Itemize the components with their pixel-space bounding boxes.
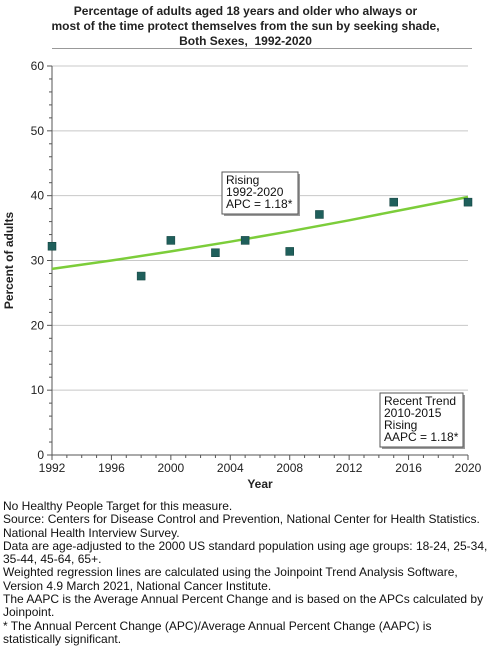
y-tick-label: 60 [31,59,45,73]
footnotes: No Healthy People Target for this measur… [3,499,489,646]
data-point [166,236,176,245]
chart-title: Percentage of adults aged 18 years and o… [0,4,491,49]
x-tick-label: 2008 [276,461,303,475]
footnote-significance: * The Annual Percent Change (APC)/Averag… [3,618,432,646]
annotation-recent-box [379,392,464,448]
y-tick-label: 0 [37,448,44,462]
x-axis-label: Year [247,477,273,491]
annotation-recent-text: AAPC = 1.18* [384,430,459,444]
annotation-recent-text: Rising [384,418,417,432]
footnote-target: No Healthy People Target for this measur… [3,499,233,513]
annotation-recent-text: 2010-2015 [384,406,442,420]
trend-line [51,195,469,271]
chart-plot: 0 10 20 30 40 50 60 1992 1996 2000 2004 2008 2012 201… [2,59,482,491]
chart-title-line-2: most of the time protect themselves from… [51,19,440,33]
y-tick-label: 30 [31,254,45,268]
y-axis-label: Percent of adults [2,212,16,310]
x-tick-label: 2000 [158,461,185,475]
annotation-overall-box [221,171,299,215]
data-point [240,236,250,245]
annotation-overall-text: Rising [226,173,259,187]
title-divider [52,48,472,49]
data-point [315,210,324,219]
chart-title-line-3: Both Sexes, 1992-2020 [179,34,312,48]
y-tick-label: 10 [31,383,45,397]
x-tick-label: 2016 [395,461,422,475]
footnote-age-adjust: Data are age-adjusted to the 2000 US sta… [3,538,488,567]
annotation-overall-text: APC = 1.18* [226,197,293,211]
annotation-overall-text: 1992-2020 [226,185,284,199]
x-tick-label: 1996 [98,461,125,475]
data-point [285,247,294,256]
data-point [136,271,146,281]
x-tick-label: 2004 [217,461,244,475]
data-point [389,197,398,207]
x-tick-label: 1992 [39,461,66,475]
annotation-recent-text: Recent Trend [384,394,456,408]
chart-title-line-1: Percentage of adults aged 18 years and o… [73,4,418,18]
y-tick-label: 40 [31,189,45,203]
y-tick-label: 50 [31,124,45,138]
y-tick-label: 20 [31,318,45,332]
x-tick-label: 2020 [455,461,482,475]
x-tick-label: 2012 [336,461,363,475]
data-point [47,241,57,251]
footnote-source: Source: Centers for Disease Control and … [3,512,480,540]
footnote-aapc: The AAPC is the Average Annual Percent C… [3,592,484,620]
data-point [463,197,473,207]
footnote-regression: Weighted regression lines are calculated… [3,565,458,593]
data-point [211,248,220,257]
